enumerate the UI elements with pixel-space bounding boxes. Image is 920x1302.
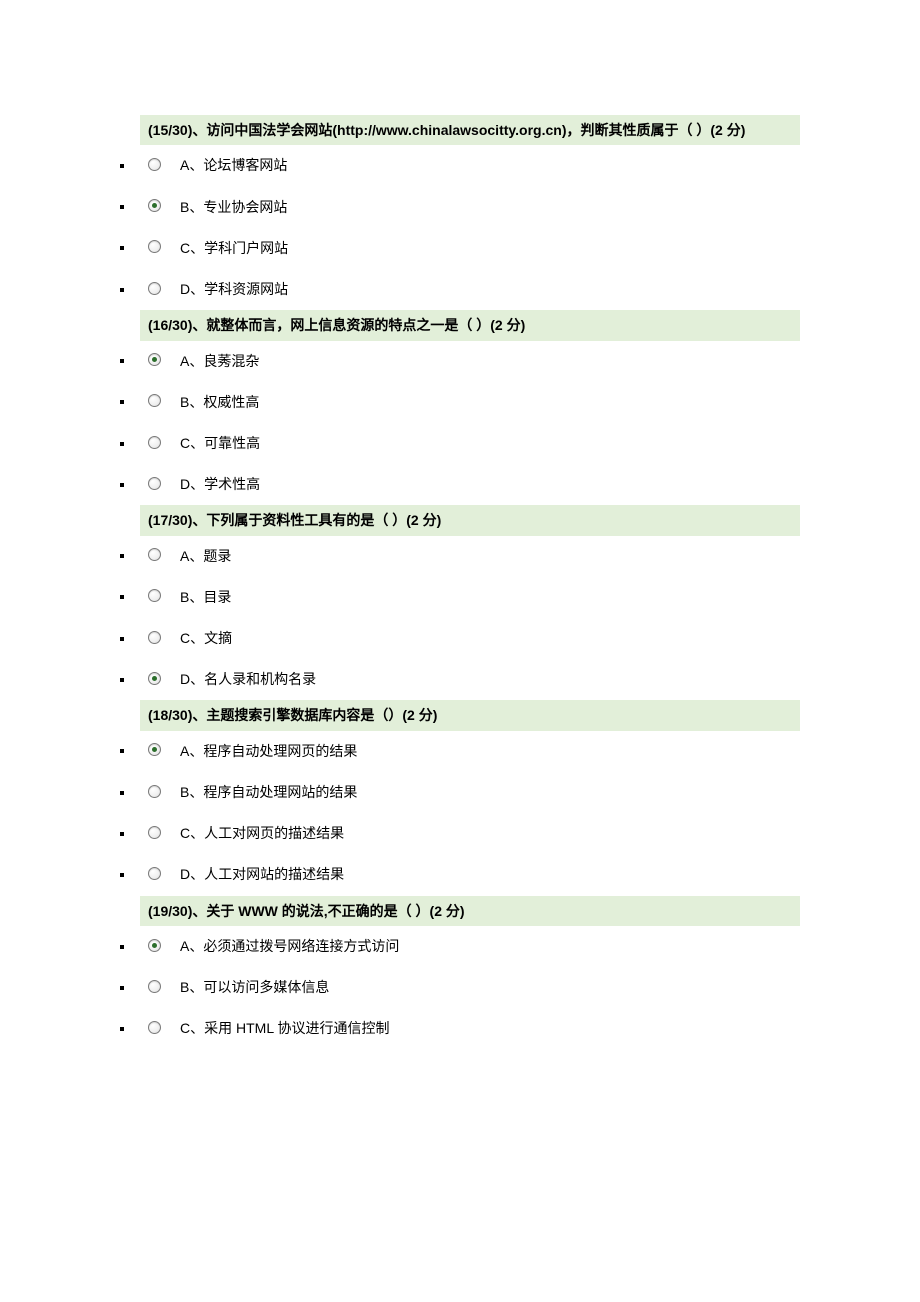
bullet-icon [120,678,124,682]
option-label: B、权威性高 [180,390,259,415]
option-item[interactable]: D、名人录和机构名录 [120,659,800,700]
options-list: A、良莠混杂 B、权威性高 C、可靠性高 D、学术性高 [120,341,800,506]
options-list: A、程序自动处理网页的结果 B、程序自动处理网站的结果 C、人工对网页的描述结果… [120,731,800,896]
question-header: (15/30)、访问中国法学会网站(http://www.chinalawsoc… [140,115,800,145]
options-list: A、论坛博客网站 B、专业协会网站 C、学科门户网站 D、学科资源网站 [120,145,800,310]
options-list: A、必须通过拨号网络连接方式访问 B、可以访问多媒体信息 C、采用 HTML 协… [120,926,800,1050]
radio-icon[interactable] [148,199,162,213]
option-label: A、程序自动处理网页的结果 [180,739,357,764]
bullet-icon [120,791,124,795]
radio-icon[interactable] [148,394,162,408]
bullet-icon [120,595,124,599]
radio-icon[interactable] [148,548,162,562]
option-label: C、文摘 [180,626,232,651]
radio-icon[interactable] [148,353,162,367]
radio-icon[interactable] [148,867,162,881]
quiz-content: (15/30)、访问中国法学会网站(http://www.chinalawsoc… [0,0,920,1110]
option-label: C、采用 HTML 协议进行通信控制 [180,1016,389,1041]
option-label: B、程序自动处理网站的结果 [180,780,357,805]
option-item[interactable]: D、人工对网站的描述结果 [120,854,800,895]
option-label: B、专业协会网站 [180,195,287,220]
radio-icon[interactable] [148,743,162,757]
option-item[interactable]: C、人工对网页的描述结果 [120,813,800,854]
option-item[interactable]: A、程序自动处理网页的结果 [120,731,800,772]
options-list: A、题录 B、目录 C、文摘 D、名人录和机构名录 [120,536,800,701]
radio-icon[interactable] [148,672,162,686]
bullet-icon [120,832,124,836]
radio-icon[interactable] [148,589,162,603]
bullet-icon [120,483,124,487]
radio-icon[interactable] [148,158,162,172]
option-item[interactable]: C、文摘 [120,618,800,659]
option-item[interactable]: A、良莠混杂 [120,341,800,382]
option-label: D、学科资源网站 [180,277,288,302]
option-label: B、可以访问多媒体信息 [180,975,329,1000]
bullet-icon [120,359,124,363]
bullet-icon [120,749,124,753]
option-label: C、可靠性高 [180,431,260,456]
bullet-icon [120,442,124,446]
question-header: (17/30)、下列属于资料性工具有的是（ ）(2 分) [140,505,800,535]
bullet-icon [120,1027,124,1031]
question-header: (16/30)、就整体而言，网上信息资源的特点之一是（ ）(2 分) [140,310,800,340]
option-label: D、名人录和机构名录 [180,667,316,692]
option-item[interactable]: B、目录 [120,577,800,618]
radio-icon[interactable] [148,477,162,491]
radio-icon[interactable] [148,785,162,799]
option-item[interactable]: B、权威性高 [120,382,800,423]
radio-icon[interactable] [148,980,162,994]
bullet-icon [120,637,124,641]
option-item[interactable]: B、程序自动处理网站的结果 [120,772,800,813]
radio-icon[interactable] [148,282,162,296]
option-label: C、学科门户网站 [180,236,288,261]
bullet-icon [120,945,124,949]
bullet-icon [120,205,124,209]
bullet-icon [120,246,124,250]
option-label: C、人工对网页的描述结果 [180,821,344,846]
bullet-icon [120,400,124,404]
radio-icon[interactable] [148,631,162,645]
option-label: D、人工对网站的描述结果 [180,862,344,887]
radio-icon[interactable] [148,939,162,953]
bullet-icon [120,554,124,558]
bullet-icon [120,288,124,292]
option-item[interactable]: A、论坛博客网站 [120,145,800,186]
option-item[interactable]: C、学科门户网站 [120,228,800,269]
bullet-icon [120,164,124,168]
radio-icon[interactable] [148,1021,162,1035]
bullet-icon [120,986,124,990]
option-item[interactable]: A、必须通过拨号网络连接方式访问 [120,926,800,967]
option-item[interactable]: A、题录 [120,536,800,577]
option-label: D、学术性高 [180,472,260,497]
option-label: A、题录 [180,544,231,569]
question-header: (19/30)、关于 WWW 的说法,不正确的是（ ）(2 分) [140,896,800,926]
option-label: B、目录 [180,585,231,610]
option-label: A、必须通过拨号网络连接方式访问 [180,934,399,959]
option-item[interactable]: C、可靠性高 [120,423,800,464]
radio-icon[interactable] [148,436,162,450]
bullet-icon [120,873,124,877]
option-item[interactable]: D、学术性高 [120,464,800,505]
option-item[interactable]: B、可以访问多媒体信息 [120,967,800,1008]
radio-icon[interactable] [148,826,162,840]
option-label: A、论坛博客网站 [180,153,287,178]
question-header: (18/30)、主题搜索引擎数据库内容是（）(2 分) [140,700,800,730]
radio-icon[interactable] [148,240,162,254]
option-item[interactable]: D、学科资源网站 [120,269,800,310]
option-label: A、良莠混杂 [180,349,259,374]
option-item[interactable]: C、采用 HTML 协议进行通信控制 [120,1008,800,1049]
option-item[interactable]: B、专业协会网站 [120,187,800,228]
